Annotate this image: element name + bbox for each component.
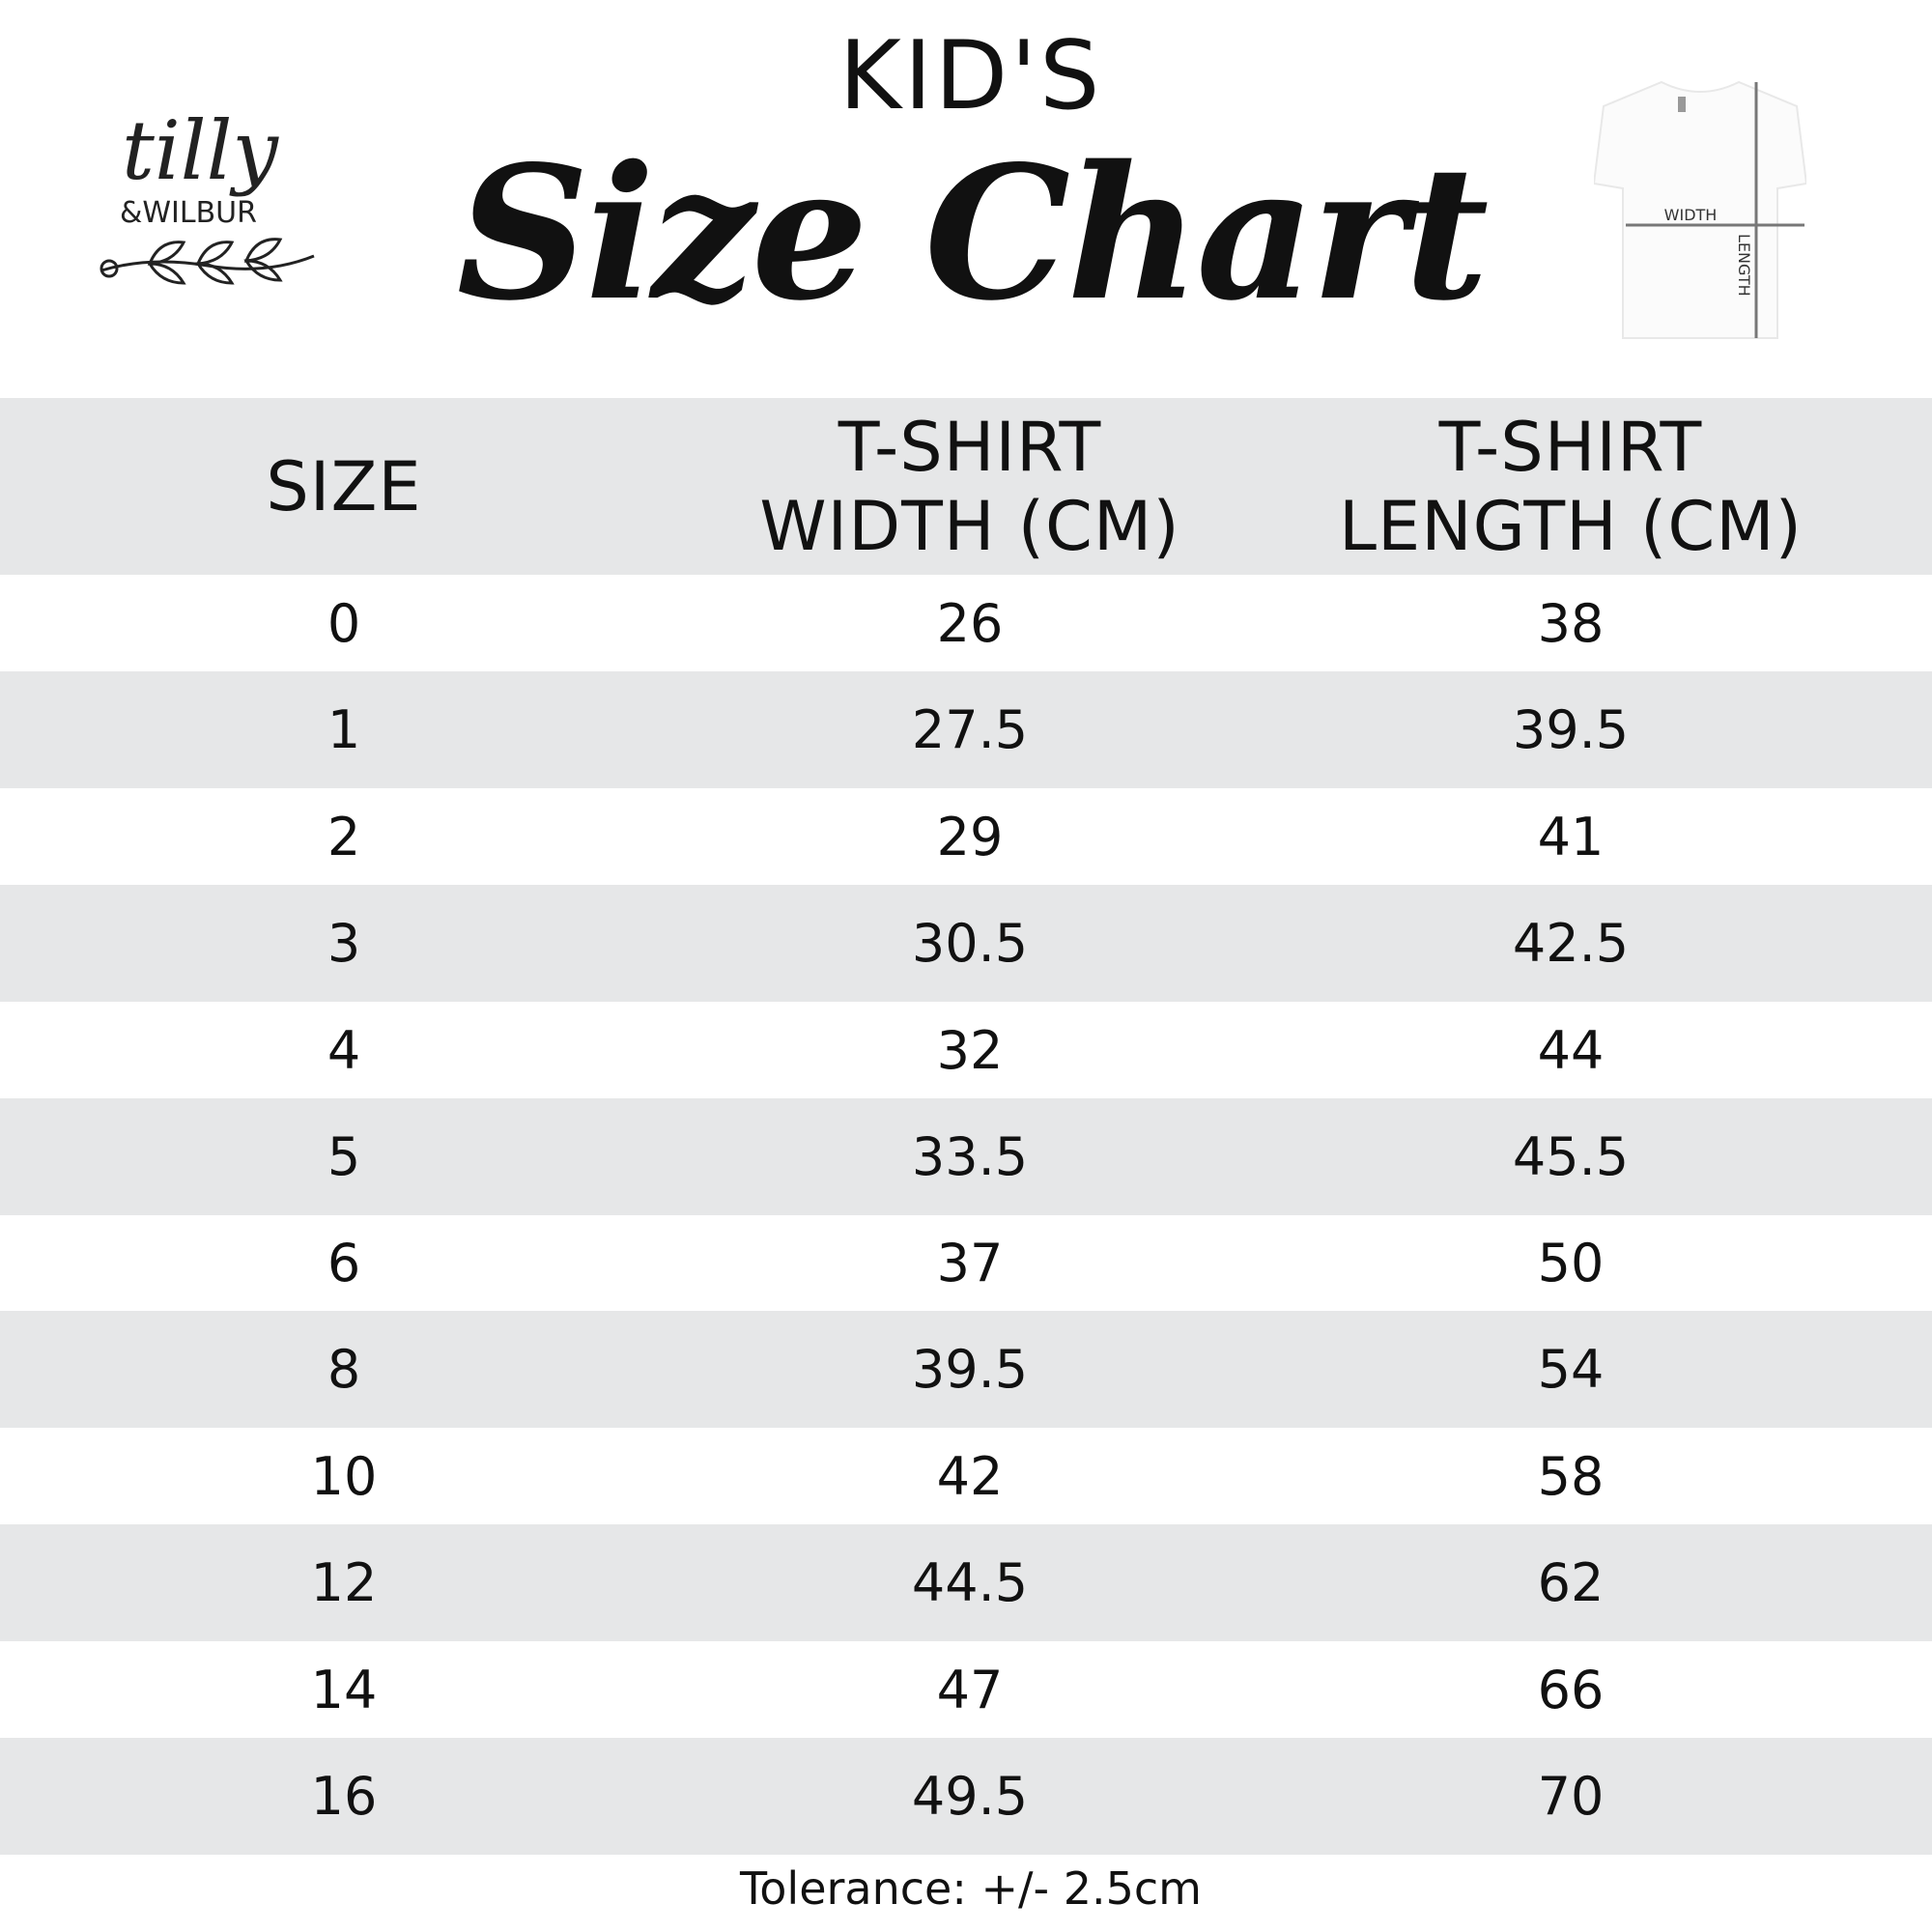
cell-size: 2 [327,806,361,867]
cell-width: 47 [936,1659,1004,1720]
cell-size: 14 [310,1659,378,1720]
cell-size: 0 [327,592,361,654]
cell-size: 12 [310,1552,378,1613]
length-label: LENGTH [1735,234,1753,297]
cell-length: 66 [1537,1659,1605,1720]
cell-length: 39.5 [1512,699,1630,760]
kids-heading: KID'S [838,21,1103,131]
column-header-size: SIZE [54,398,634,575]
tolerance-note: Tolerance: +/- 2.5cm [740,1862,1202,1915]
cell-width: 26 [936,592,1004,654]
column-header-length-line1: T-SHIRT [1438,407,1703,487]
cell-size: 4 [327,1019,361,1081]
cell-size: 8 [327,1339,361,1400]
table-row: 3 30.5 42.5 [0,885,1932,1002]
size-chart-title: Size Chart [456,126,1490,341]
column-header-width: T-SHIRT WIDTH (CM) [680,398,1260,575]
cell-width: 44.5 [911,1552,1029,1613]
table-row: 0 26 38 [0,575,1932,671]
brand-logo: tilly &WILBUR [92,92,319,314]
table-row: 6 37 50 [0,1215,1932,1311]
table-row: 1 27.5 39.5 [0,671,1932,788]
cell-width: 37 [936,1233,1004,1293]
cell-length: 54 [1537,1339,1605,1400]
cell-length: 70 [1537,1766,1605,1827]
cell-length: 50 [1537,1233,1605,1293]
width-label: WIDTH [1664,206,1718,224]
cell-length: 42.5 [1512,913,1630,974]
cell-size: 5 [327,1126,361,1187]
cell-length: 38 [1537,592,1605,654]
table-row: 8 39.5 54 [0,1311,1932,1428]
tilly-wilbur-logo-icon: tilly &WILBUR [99,103,315,285]
table-row: 12 44.5 62 [0,1524,1932,1641]
cell-length: 41 [1537,806,1605,867]
cell-size: 6 [327,1233,361,1293]
table-row: 5 33.5 45.5 [0,1098,1932,1215]
cell-width: 42 [936,1445,1004,1507]
column-header-size-text: SIZE [266,446,422,526]
cell-size: 16 [310,1766,378,1827]
tshirt-measurement-diagram: WIDTH LENGTH [1592,77,1808,348]
cell-width: 30.5 [911,913,1029,974]
table-row: 4 32 44 [0,1002,1932,1098]
cell-size: 3 [327,913,361,974]
cell-width: 27.5 [911,699,1029,760]
cell-length: 44 [1537,1019,1605,1081]
cell-width: 39.5 [911,1339,1029,1400]
column-header-width-line1: T-SHIRT [838,407,1102,487]
cell-width: 29 [936,806,1004,867]
column-header-width-line2: WIDTH (CM) [759,486,1180,566]
cell-size: 1 [327,699,361,760]
table-row: 14 47 66 [0,1641,1932,1738]
cell-width: 32 [936,1019,1004,1081]
tshirt-icon: WIDTH LENGTH [1592,80,1808,339]
column-header-length: T-SHIRT LENGTH (CM) [1281,398,1861,575]
table-row: 10 42 58 [0,1428,1932,1524]
svg-text:&WILBUR: &WILBUR [120,196,257,230]
column-header-length-line2: LENGTH (CM) [1339,486,1803,566]
cell-length: 58 [1537,1445,1605,1507]
table-header: SIZE T-SHIRT WIDTH (CM) T-SHIRT LENGTH (CM… [0,398,1932,575]
cell-size: 10 [310,1445,378,1507]
table-row: 16 49.5 70 [0,1738,1932,1855]
cell-width: 49.5 [911,1766,1029,1827]
table-row: 2 29 41 [0,788,1932,885]
svg-text:tilly: tilly [122,103,279,198]
cell-length: 45.5 [1512,1126,1630,1187]
cell-width: 33.5 [911,1126,1029,1187]
cell-length: 62 [1537,1552,1605,1613]
